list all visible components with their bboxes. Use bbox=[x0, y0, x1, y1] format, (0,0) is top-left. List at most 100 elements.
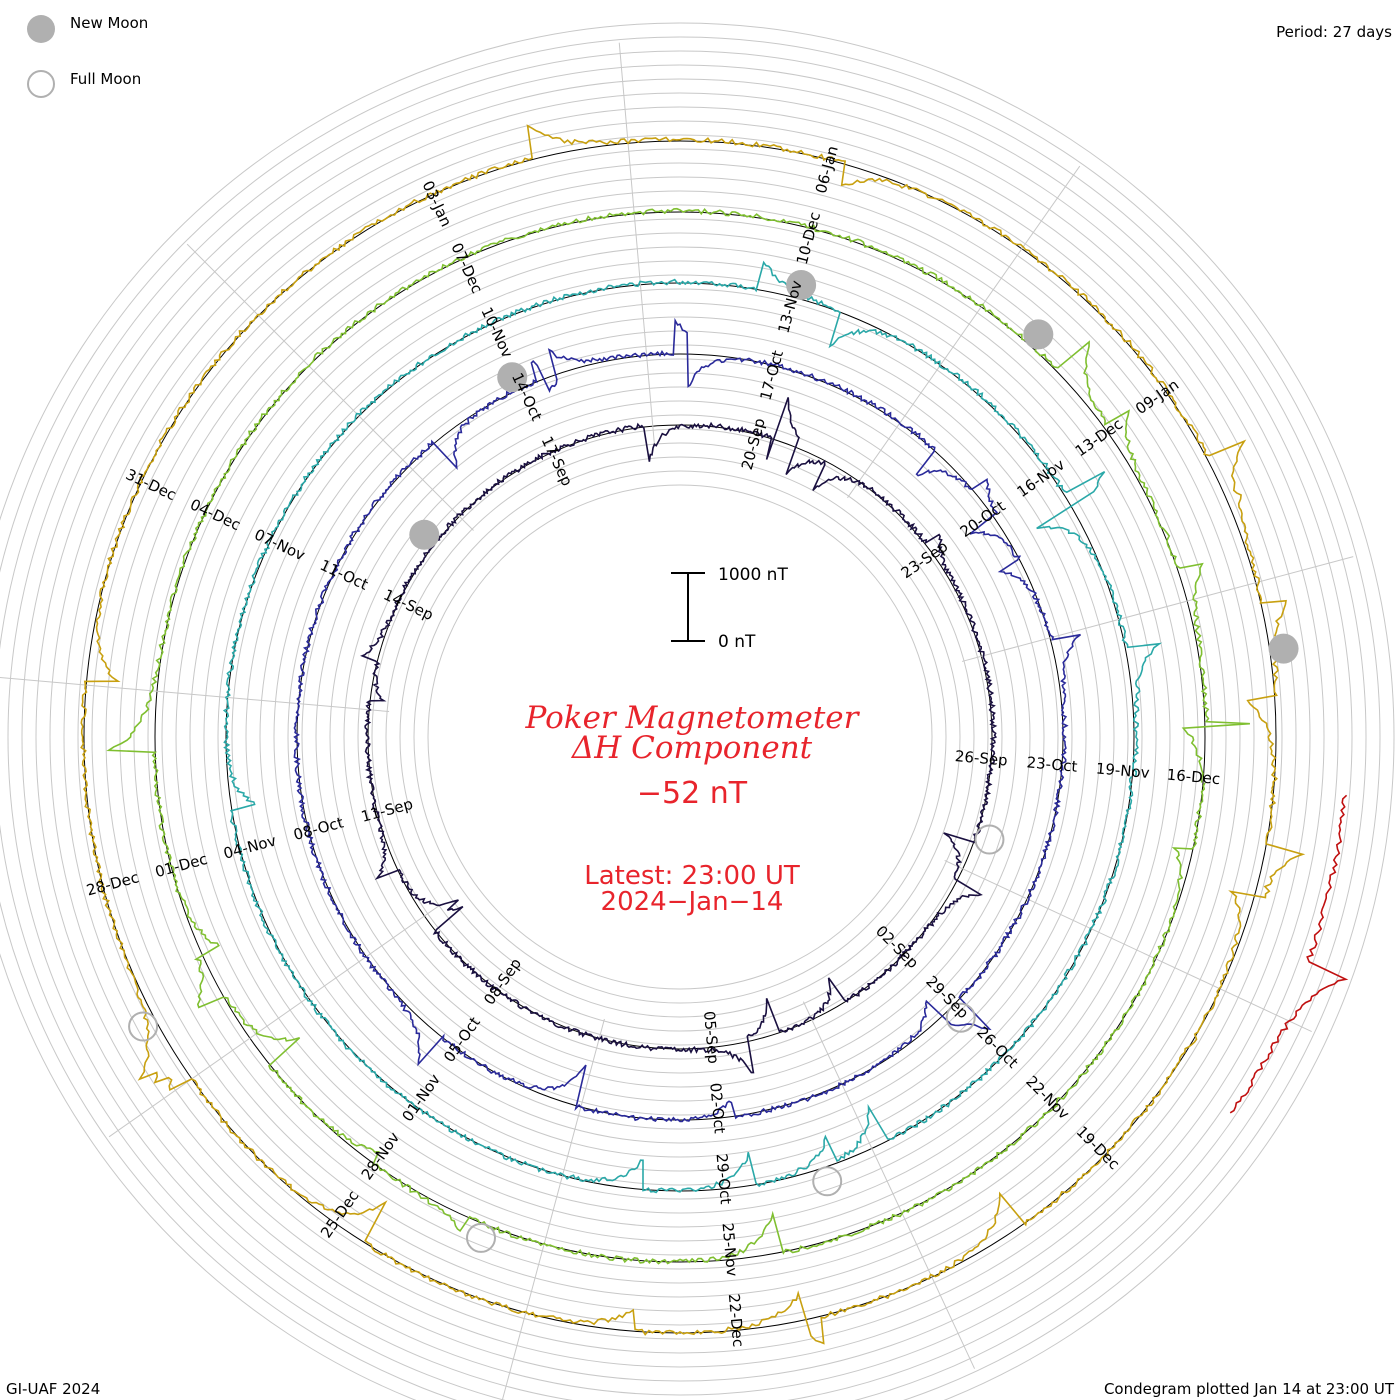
grid-spoke bbox=[108, 904, 442, 1138]
date-label: 29-Oct bbox=[712, 1153, 734, 1205]
grid-ring bbox=[301, 358, 1059, 1116]
trace-turn-5 bbox=[80, 124, 1306, 1345]
grid-ring bbox=[0, 22, 1395, 1400]
new-moon-legend-label: New Moon bbox=[70, 14, 148, 32]
full-moon-legend-icon bbox=[27, 70, 55, 98]
date-label: 06-Jan bbox=[812, 144, 842, 195]
date-label: 08-Oct bbox=[292, 813, 346, 844]
grid-ring bbox=[0, 50, 1367, 1400]
grid-ring bbox=[0, 36, 1381, 1400]
new-moon-legend-icon bbox=[27, 15, 55, 43]
date-label: 26-Sep bbox=[954, 747, 1008, 770]
turn-reference-ring bbox=[296, 353, 1064, 1121]
grid-spoke bbox=[847, 165, 1081, 499]
scale-top-label: 1000 nT bbox=[718, 565, 788, 585]
grid-ring bbox=[273, 330, 1087, 1144]
full-moon-icon bbox=[128, 1011, 159, 1042]
date-label: 11-Sep bbox=[359, 795, 415, 826]
latest-time: Latest: 23:00 UT bbox=[584, 861, 800, 891]
full-moon-icon bbox=[812, 1166, 843, 1197]
grid-spoke bbox=[944, 859, 1312, 1033]
grid-ring bbox=[385, 442, 975, 1032]
grid-spoke bbox=[501, 1018, 605, 1400]
grid-spoke bbox=[0, 677, 390, 713]
grid-ring bbox=[315, 372, 1045, 1102]
grid-ring bbox=[161, 218, 1199, 1256]
full-moon-icon bbox=[945, 1002, 976, 1033]
grid-ring bbox=[231, 288, 1129, 1186]
new-moon-icon bbox=[497, 362, 528, 393]
period-label: Period: 27 days bbox=[1276, 23, 1392, 41]
scale-bottom-label: 0 nT bbox=[718, 632, 756, 652]
grid-spoke bbox=[186, 243, 474, 531]
date-label: 14-Oct bbox=[508, 370, 546, 424]
ring-grid bbox=[0, 22, 1395, 1400]
new-moon-icon bbox=[1268, 633, 1299, 664]
date-label: 05-Sep bbox=[700, 1010, 723, 1064]
grid-ring bbox=[35, 92, 1325, 1382]
footer-credit: GI-UAF 2024 bbox=[6, 1380, 100, 1398]
scale-bar bbox=[671, 572, 705, 642]
date-label: 20-Sep bbox=[738, 416, 769, 472]
grid-ring bbox=[77, 134, 1283, 1340]
date-label: 07-Dec bbox=[447, 240, 486, 296]
grid-ring bbox=[413, 470, 947, 1004]
grid-ring bbox=[427, 484, 933, 990]
grid-ring bbox=[287, 344, 1073, 1130]
full-moon-icon bbox=[465, 1222, 496, 1253]
grid-ring bbox=[245, 302, 1115, 1172]
chart-subtitle: ΔH Component bbox=[571, 730, 813, 766]
grid-ring bbox=[133, 190, 1227, 1284]
grid-ring bbox=[371, 428, 989, 1046]
moon-markers bbox=[128, 269, 1299, 1253]
grid-ring bbox=[175, 232, 1185, 1242]
grid-ring bbox=[399, 456, 961, 1018]
grid-spoke bbox=[802, 1001, 976, 1369]
date-label: 26-Oct bbox=[973, 1023, 1022, 1072]
grid-ring bbox=[49, 106, 1311, 1368]
date-label: 13-Dec bbox=[1072, 415, 1126, 460]
grid-ring bbox=[63, 120, 1297, 1354]
new-moon-icon bbox=[409, 519, 440, 550]
grid-ring bbox=[259, 316, 1101, 1158]
grid-ring bbox=[7, 64, 1353, 1400]
turn-reference-ring bbox=[154, 211, 1206, 1263]
latest-date: 2024−Jan−14 bbox=[601, 887, 784, 917]
grid-spoke bbox=[618, 42, 656, 447]
date-label: 22-Nov bbox=[1022, 1072, 1073, 1123]
date-label: 13-Nov bbox=[774, 278, 805, 335]
grid-ring bbox=[329, 386, 1031, 1088]
chart-title: Poker Magnetometer bbox=[525, 700, 861, 736]
trace-turn-6 bbox=[1229, 794, 1349, 1114]
grid-ring bbox=[217, 274, 1143, 1200]
new-moon-icon bbox=[786, 269, 817, 300]
date-label: 23-Oct bbox=[1026, 753, 1078, 775]
grid-ring bbox=[105, 162, 1255, 1312]
date-label: 03-Jan bbox=[418, 178, 455, 230]
trace-turn-4 bbox=[106, 207, 1250, 1265]
footer-plotted: Condegram plotted Jan 14 at 23:00 UT bbox=[1104, 1380, 1395, 1398]
date-label: 19-Nov bbox=[1095, 759, 1150, 782]
new-moon-icon bbox=[1023, 319, 1054, 350]
full-moon-icon bbox=[974, 824, 1005, 855]
date-label: 28-Dec bbox=[84, 868, 140, 899]
turn-reference-ring bbox=[83, 140, 1277, 1334]
grid-ring bbox=[21, 78, 1339, 1396]
trace-turn-1 bbox=[360, 397, 998, 1074]
trace-series bbox=[80, 124, 1349, 1345]
date-label: 25-Nov bbox=[719, 1222, 742, 1277]
grid-ring bbox=[147, 204, 1213, 1270]
grid-ring bbox=[357, 414, 1003, 1060]
date-label: 22-Dec bbox=[725, 1293, 748, 1348]
date-label: 17-Oct bbox=[756, 348, 787, 402]
date-label: 16-Dec bbox=[1166, 766, 1221, 789]
grid-spoke bbox=[961, 556, 1354, 662]
grid-ring bbox=[203, 260, 1157, 1214]
date-label: 28-Nov bbox=[358, 1129, 404, 1183]
trace-turn-2 bbox=[293, 317, 1081, 1123]
date-label: 04-Nov bbox=[222, 831, 279, 862]
grid-ring bbox=[189, 246, 1171, 1228]
spoke-grid bbox=[0, 42, 1354, 1400]
date-label: 02-Oct bbox=[706, 1082, 728, 1134]
